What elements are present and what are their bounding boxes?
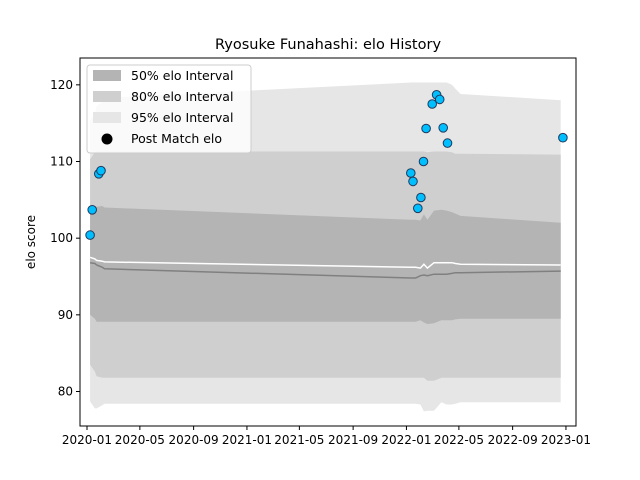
legend-label-50: 50% elo Interval — [131, 68, 233, 83]
legend-frame — [86, 64, 252, 154]
x-tick-label: 2020-09 — [169, 433, 219, 447]
y-tick-label: 90 — [58, 308, 73, 322]
x-tick-label: 2023-01 — [541, 433, 591, 447]
post-match-point — [558, 132, 568, 143]
legend-label-80: 80% elo Interval — [131, 89, 233, 104]
median-line — [89, 261, 561, 279]
post-match-point — [413, 203, 423, 214]
x-tick-label: 2022-01 — [381, 433, 431, 447]
y-tick-label: 120 — [50, 78, 73, 92]
post-match-points — [85, 90, 568, 240]
post-match-point — [406, 168, 416, 178]
post-match-point — [418, 156, 429, 167]
post-match-point — [427, 99, 438, 109]
post-match-point — [408, 176, 418, 187]
y-tick-label: 80 — [58, 385, 73, 399]
post-match-point — [421, 123, 431, 134]
x-axis-ticks: 2020-01 2020-05 2020-09 2021-01 2021-05 2021-… — [62, 426, 591, 447]
plot-area — [85, 82, 568, 412]
x-tick-label: 2021-01 — [222, 433, 272, 447]
y-tick-label: 100 — [50, 231, 73, 245]
post-match-point — [416, 192, 426, 203]
x-tick-label: 2022-05 — [434, 433, 484, 447]
post-match-point — [438, 123, 449, 133]
post-match-point — [85, 230, 95, 240]
post-match-point — [96, 165, 106, 176]
post-match-point — [434, 94, 445, 105]
x-tick-label: 2021-05 — [274, 433, 324, 447]
interval-50-band — [90, 206, 561, 324]
x-tick-label: 2021-09 — [328, 433, 378, 447]
x-tick-label: 2020-01 — [62, 433, 112, 447]
legend-label-95: 95% elo Interval — [131, 110, 233, 125]
legend-swatch-95 — [93, 112, 121, 123]
legend-swatch-50 — [93, 70, 121, 81]
axes-frame — [79, 57, 577, 427]
x-tick-label: 2020-05 — [115, 433, 165, 447]
y-tick-label: 110 — [50, 155, 73, 169]
legend-label-post-match: Post Match elo — [131, 131, 222, 146]
legend: 50% elo Interval 80% elo Interval 95% el… — [86, 64, 252, 154]
mean-line — [89, 256, 561, 270]
legend-marker-post-match — [101, 133, 113, 145]
post-match-point — [87, 205, 97, 215]
x-tick-label: 2022-09 — [488, 433, 538, 447]
chart-title: Ryosuke Funahashi: elo History — [215, 37, 441, 53]
post-match-point — [442, 138, 453, 148]
y-axis-label: elo score — [24, 215, 38, 269]
y-axis-ticks: 80 90 100 110 120 — [50, 78, 80, 399]
legend-swatch-80 — [93, 91, 121, 102]
